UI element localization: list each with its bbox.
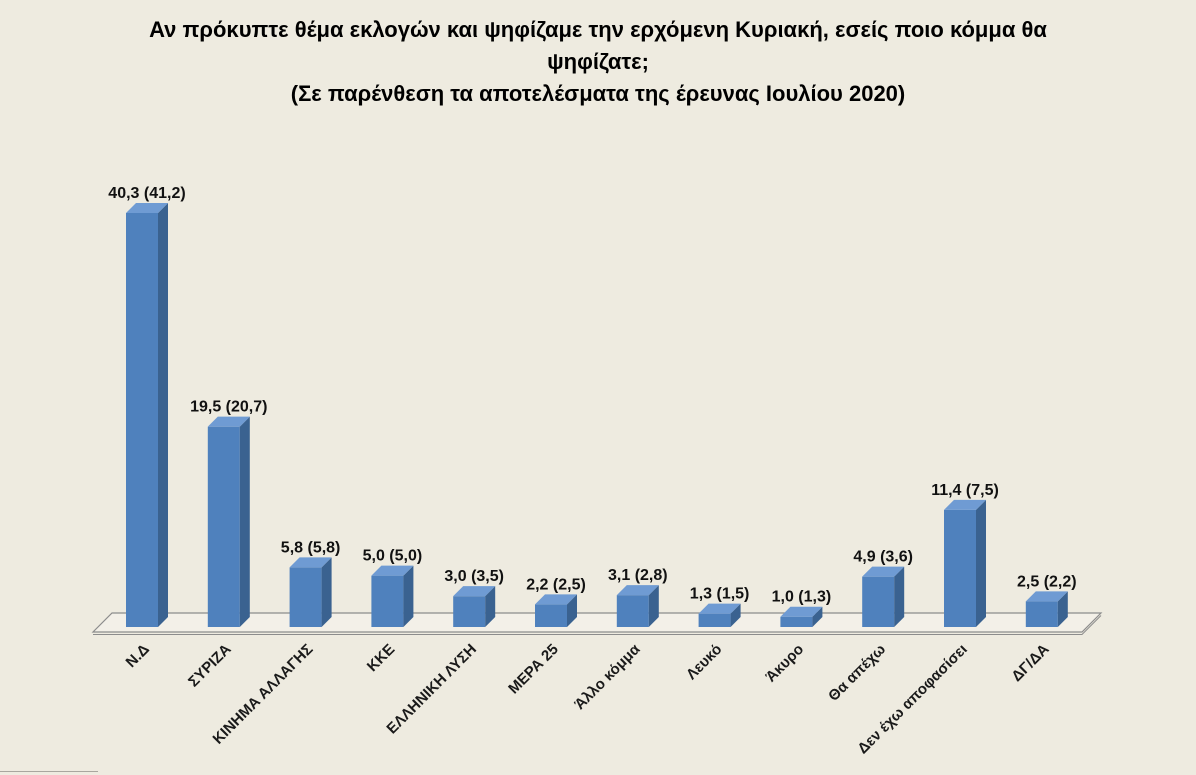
data-label: 3,0 (3,5): [444, 568, 504, 585]
category-label: ΣΥΡΙΖΑ: [185, 641, 235, 691]
category-label: ΜΕΡΑ 25: [505, 641, 562, 698]
bar-top: [535, 594, 577, 605]
bar-front: [371, 575, 404, 627]
bar-top: [207, 416, 250, 427]
bar-top: [698, 603, 741, 614]
bar-1: [126, 203, 168, 627]
bar-front: [126, 213, 158, 627]
bar-10: [862, 566, 905, 627]
chart-subtitle: (Σε παρένθεση τα αποτελέσματα της έρευνα…: [290, 81, 906, 106]
bar-3: [289, 557, 332, 627]
bar-12: [1025, 591, 1068, 627]
category-label: ΚΚΕ: [364, 641, 398, 675]
bar-side: [648, 585, 659, 627]
bar-side: [403, 565, 414, 627]
floor-edge: [93, 615, 1102, 635]
bar-front: [698, 613, 731, 627]
bar-side: [812, 606, 823, 627]
bar-front: [289, 567, 322, 627]
data-label: 19,5 (20,7): [190, 399, 267, 416]
bar-side: [1057, 591, 1068, 627]
bar-front: [780, 616, 813, 627]
category-label: ΔΓ/ΔΑ: [1008, 641, 1052, 685]
category-label: Θα απέχω: [825, 641, 889, 705]
bar-front: [862, 576, 895, 627]
data-label: 2,2 (2,5): [526, 576, 586, 593]
footer-rule: [0, 771, 98, 772]
category-label: Λευκό: [683, 641, 725, 683]
bar-5: [453, 586, 496, 627]
data-label: 40,3 (41,2): [108, 185, 185, 202]
bar-front: [616, 595, 649, 627]
bar-6: [535, 594, 577, 627]
bar-side: [567, 594, 577, 627]
bar-top: [289, 557, 332, 568]
category-label: Ν.Δ: [123, 641, 153, 671]
bar-11: [944, 499, 986, 627]
bar-top: [371, 565, 414, 576]
bar-8: [698, 603, 741, 627]
data-labels: 40,3 (41,2) 19,5 (20,7) 5,8 (5,8) 5,0 (5,0)…: [108, 185, 1076, 606]
bar-9: [780, 606, 823, 627]
bar-top: [1025, 591, 1068, 602]
category-label: Άλλο κόμμα: [571, 640, 644, 713]
bar-2: [207, 416, 250, 627]
data-label: 5,8 (5,8): [281, 539, 341, 556]
bar-top: [616, 585, 659, 596]
bar-front: [535, 604, 567, 627]
data-label: 5,0 (5,0): [363, 548, 423, 565]
data-label: 4,9 (3,6): [853, 549, 913, 566]
floor-plane: [91, 612, 1103, 633]
data-label: 1,0 (1,3): [772, 589, 832, 606]
bar-side: [321, 557, 332, 627]
bar-top: [126, 203, 168, 213]
data-label: 3,1 (2,8): [608, 567, 668, 584]
bar-front: [944, 509, 976, 627]
bar-side: [894, 566, 905, 627]
bar-top: [780, 606, 823, 617]
data-label: 11,4 (7,5): [931, 482, 999, 499]
bar-front: [207, 426, 240, 627]
bar-side: [730, 603, 741, 627]
data-label: 2,5 (2,2): [1017, 573, 1077, 590]
bar-side: [976, 499, 986, 627]
bar-side: [485, 586, 496, 627]
chart-header: Αν πρόκυπτε θέμα εκλογών και ψηφίζαμε τη…: [48, 14, 1148, 110]
bar-side: [158, 203, 168, 627]
bar-7: [616, 585, 659, 627]
bar-top: [944, 499, 986, 510]
bars: [126, 203, 1068, 627]
chart-floor: [91, 612, 1103, 635]
category-label: Άκυρο: [762, 641, 807, 686]
category-label: ΕΛΛΗΝΙΚΗ ΛΥΣΗ: [383, 641, 480, 738]
chart-title: Αν πρόκυπτε θέμα εκλογών και ψηφίζαμε τη…: [149, 17, 1047, 74]
bar-front: [453, 596, 486, 627]
bar-top: [453, 586, 496, 597]
data-label: 1,3 (1,5): [690, 586, 750, 603]
bar-4: [371, 565, 414, 627]
bar-side: [239, 416, 250, 627]
bar-top: [862, 566, 905, 577]
bar-front: [1025, 601, 1058, 627]
